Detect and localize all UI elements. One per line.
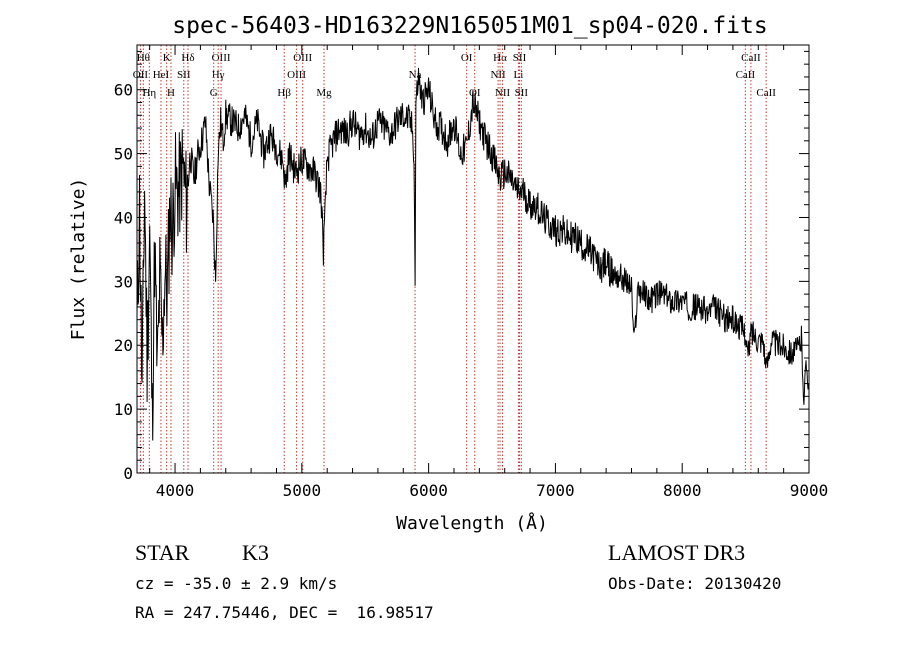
spectral-line-label-6: SII bbox=[177, 69, 191, 81]
spectral-line-label-22: Li bbox=[514, 69, 524, 81]
spectral-line-label-10: G bbox=[210, 87, 218, 99]
y-axis-label: Flux (relative) bbox=[68, 178, 89, 341]
y-tick-label: 0 bbox=[123, 464, 133, 483]
spectral-line-label-11: Hβ bbox=[277, 87, 291, 99]
spectral-line-label-13: OIII bbox=[293, 52, 312, 64]
y-tick-label: 30 bbox=[114, 272, 133, 291]
spectral-line-label-8: OIII bbox=[212, 52, 231, 64]
spectrum-line bbox=[136, 67, 810, 441]
x-tick-label: 9000 bbox=[790, 481, 829, 500]
spectral-line-label-3: K bbox=[163, 52, 171, 64]
object-subclass: K3 bbox=[242, 540, 269, 565]
spectral-line-label-2: Hη bbox=[142, 87, 156, 99]
spectral-line-label-17: OI bbox=[469, 87, 481, 99]
spectral-line-label-21: SII bbox=[513, 52, 527, 64]
plot-frame bbox=[136, 44, 810, 474]
coords-text: RA = 247.75446, DEC = 16.98517 bbox=[135, 603, 434, 622]
spectral-line-label-20: NII bbox=[495, 87, 511, 99]
x-tick-label: 7000 bbox=[536, 481, 575, 500]
spectrum-data bbox=[136, 67, 810, 441]
x-tick-label: 5000 bbox=[283, 481, 322, 500]
axes: 4000 5000 6000 7000 8000 9000 0 10 20 30 40 50 60 bbox=[114, 45, 829, 500]
spectral-line-label-18: Hα bbox=[493, 52, 507, 64]
y-tick-label: 50 bbox=[114, 145, 133, 164]
spectral-line-label-12: OIII bbox=[287, 69, 306, 81]
spectral-line-label-4: H bbox=[167, 87, 175, 99]
chart-title: spec-56403-HD163229N165051M01_sp04-020.f… bbox=[172, 13, 767, 39]
y-tick-label: 40 bbox=[114, 208, 133, 227]
spectral-line-label-25: CaII bbox=[736, 69, 756, 81]
spectral-line-label-19: NII bbox=[490, 69, 506, 81]
object-class: STAR bbox=[135, 540, 190, 565]
x-tick-label: 8000 bbox=[663, 481, 702, 500]
redshift-text: cz = -35.0 ± 2.9 km/s bbox=[135, 574, 338, 593]
x-axis-label: Wavelength (Å) bbox=[396, 512, 548, 534]
survey-name: LAMOST DR3 bbox=[608, 540, 746, 565]
x-tick-label: 4000 bbox=[156, 481, 195, 500]
spectral-line-label-23: SII bbox=[515, 87, 529, 99]
y-tick-label: 20 bbox=[114, 336, 133, 355]
spectral-line-label-14: Mg bbox=[316, 87, 332, 99]
spectral-line-label-1: OII bbox=[133, 69, 149, 81]
spectral-line-label-9: Hγ bbox=[212, 69, 225, 81]
y-tick-label: 10 bbox=[114, 400, 133, 419]
spectral-line-label-5: HeI bbox=[153, 69, 170, 81]
obs-date-text: Obs-Date: 20130420 bbox=[608, 574, 782, 593]
x-tick-label: 6000 bbox=[409, 481, 448, 500]
spectral-line-label-24: CaII bbox=[741, 52, 761, 64]
y-tick-label: 60 bbox=[114, 81, 133, 100]
spectral-line-label-16: OI bbox=[461, 52, 473, 64]
spectral-line-label-0: Hθ bbox=[137, 52, 150, 64]
spectral-line-label-7: Hδ bbox=[181, 52, 194, 64]
spectral-line-label-26: CaII bbox=[756, 87, 776, 99]
